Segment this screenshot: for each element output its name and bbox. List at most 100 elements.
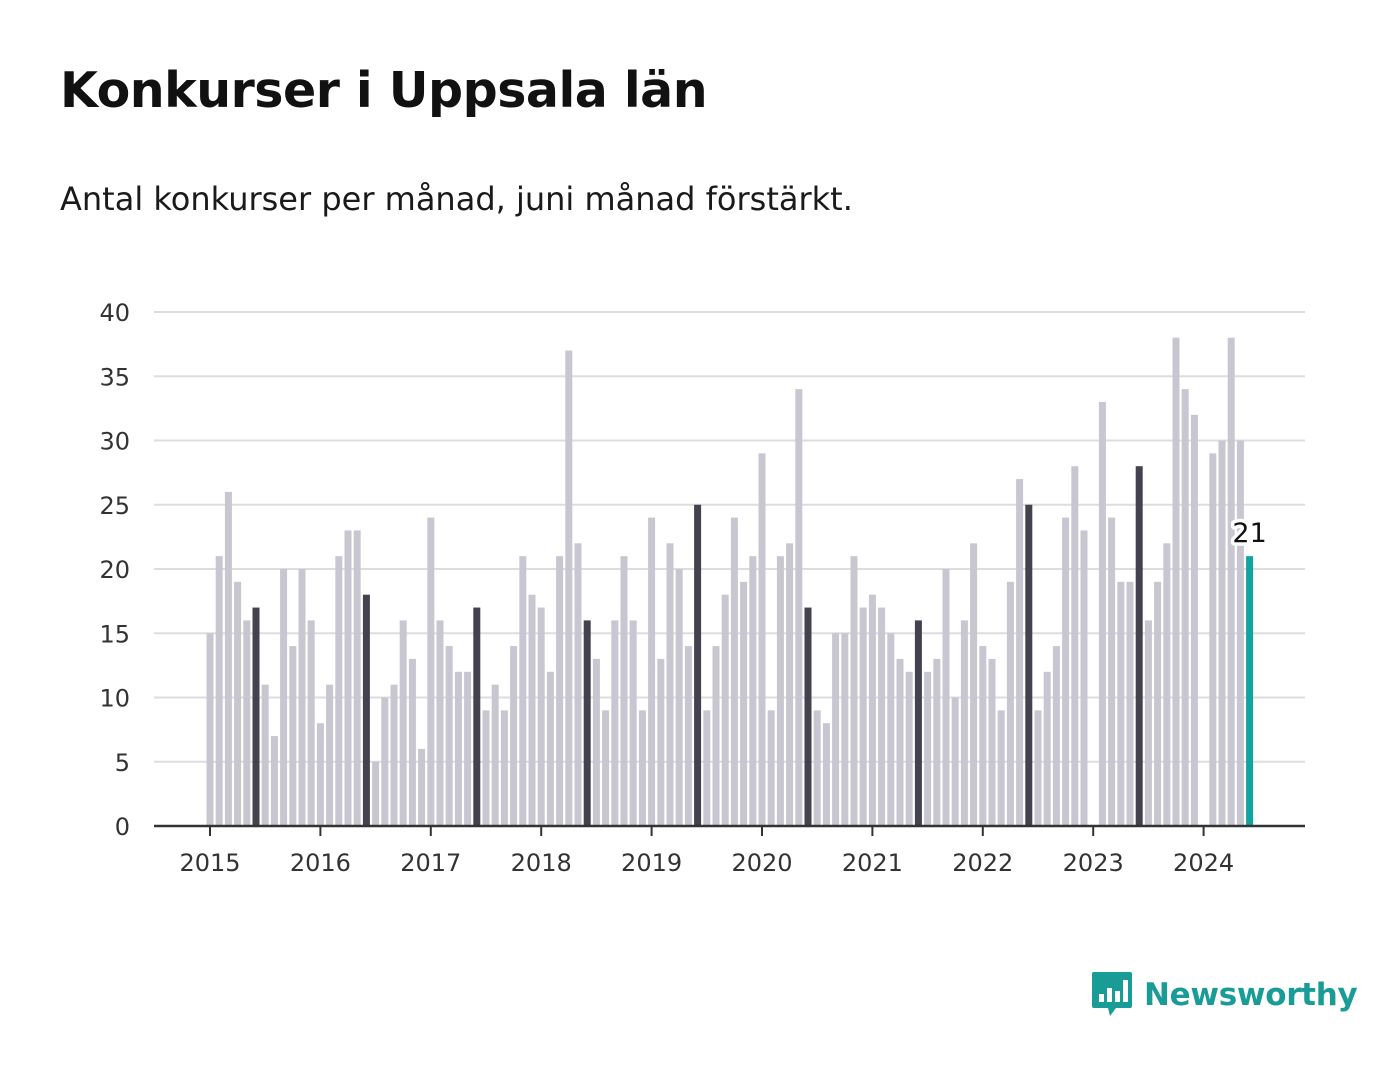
bar-june: [252, 607, 260, 826]
bar: [841, 633, 849, 826]
bar: [390, 684, 398, 826]
bar: [1154, 581, 1162, 826]
annotations: 21: [1229, 515, 1270, 553]
bar: [243, 620, 251, 826]
x-tick-label: 2017: [400, 849, 461, 877]
bar: [316, 723, 324, 826]
bar: [491, 684, 499, 826]
bar-june: [914, 620, 922, 826]
bar: [1117, 581, 1125, 826]
x-tick-label: 2022: [952, 849, 1013, 877]
bar: [1108, 517, 1116, 826]
bar: [675, 569, 683, 826]
x-tick-label: 2015: [179, 849, 240, 877]
x-tick-label: 2016: [290, 849, 351, 877]
y-tick-label: 35: [99, 363, 130, 391]
bar: [896, 658, 904, 826]
bar: [703, 710, 711, 826]
bar: [1034, 710, 1042, 826]
bar: [418, 748, 426, 826]
bar: [657, 658, 665, 826]
bars: [206, 337, 1254, 826]
bar: [740, 581, 748, 826]
bar: [933, 658, 941, 826]
bar: [519, 556, 527, 826]
bar: [887, 633, 895, 826]
bar-latest: [1246, 556, 1254, 826]
bar: [1098, 401, 1106, 826]
bar: [749, 556, 757, 826]
bar: [326, 684, 334, 826]
bar: [261, 684, 269, 826]
bar: [1071, 466, 1079, 826]
bar: [399, 620, 407, 826]
bar: [822, 723, 830, 826]
bar: [878, 607, 886, 826]
bar: [776, 556, 784, 826]
bar-june: [362, 594, 370, 826]
bar: [574, 543, 582, 826]
chart-title: Konkurser i Uppsala län: [60, 62, 708, 119]
bar: [1172, 337, 1180, 826]
bar: [712, 646, 720, 826]
bar: [1006, 581, 1014, 826]
bar: [795, 389, 803, 826]
bar: [684, 646, 692, 826]
bar-june: [694, 504, 702, 826]
bar: [1236, 440, 1244, 826]
bar: [307, 620, 315, 826]
bar: [620, 556, 628, 826]
bar: [270, 736, 278, 826]
x-tick-label: 2024: [1173, 849, 1234, 877]
latest-value-label: 21: [1232, 518, 1266, 549]
bar: [951, 697, 959, 826]
bar: [997, 710, 1005, 826]
bar: [666, 543, 674, 826]
bar: [730, 517, 738, 826]
x-axis-tick-labels: 2015 2016 2017 2018 2019 2020 2021 2022 2023 2024: [179, 849, 1234, 877]
y-tick-label: 5: [115, 749, 130, 777]
bar: [1080, 530, 1088, 826]
bar: [638, 710, 646, 826]
x-tick-label: 2021: [842, 849, 903, 877]
bar: [408, 658, 416, 826]
bar: [767, 710, 775, 826]
bar: [758, 453, 766, 826]
bar: [234, 581, 242, 826]
x-tick-label: 2023: [1063, 849, 1124, 877]
bar-june: [1135, 466, 1143, 826]
bar: [721, 594, 729, 826]
bar: [1052, 646, 1060, 826]
bar: [970, 543, 978, 826]
y-tick-label: 20: [99, 556, 130, 584]
bar-june: [804, 607, 812, 826]
x-tick-label: 2019: [621, 849, 682, 877]
bar: [1144, 620, 1152, 826]
x-tick-label: 2018: [511, 849, 572, 877]
bar: [1163, 543, 1171, 826]
bar-june: [473, 607, 481, 826]
y-tick-label: 10: [99, 685, 130, 713]
chart-subtitle: Antal konkurser per månad, juni månad fö…: [60, 180, 853, 218]
bar: [1043, 671, 1051, 826]
bar: [1016, 479, 1024, 826]
bar: [510, 646, 518, 826]
bar: [988, 658, 996, 826]
bar-june: [583, 620, 591, 826]
y-tick-label: 25: [99, 492, 130, 520]
bar: [528, 594, 536, 826]
y-tick-label: 40: [99, 299, 130, 327]
bar-june: [1025, 504, 1033, 826]
bar: [464, 671, 472, 826]
bar: [206, 633, 214, 826]
bar: [648, 517, 656, 826]
bar: [537, 607, 545, 826]
bar: [813, 710, 821, 826]
bar: [298, 569, 306, 826]
bar: [1190, 414, 1198, 826]
bar: [289, 646, 297, 826]
bar: [924, 671, 932, 826]
bar: [859, 607, 867, 826]
y-tick-label: 0: [115, 813, 130, 841]
